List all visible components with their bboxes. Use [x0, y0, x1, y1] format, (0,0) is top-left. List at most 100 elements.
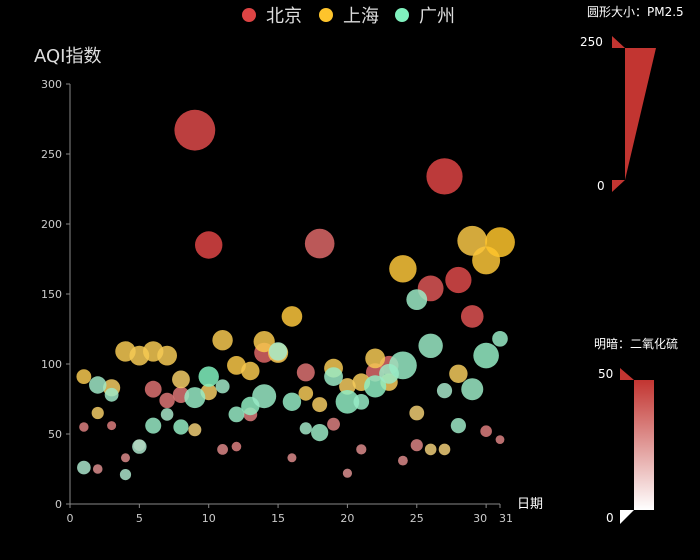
legend-label-1: 上海 [343, 6, 379, 27]
point-beijing-21[interactable] [356, 444, 367, 455]
point-guangzhou-2[interactable] [89, 376, 107, 394]
point-guangzhou-24[interactable] [389, 351, 417, 380]
point-beijing-2[interactable] [92, 464, 103, 474]
point-beijing-6[interactable] [144, 380, 162, 398]
size-visual-map-top-handle[interactable] [612, 36, 625, 48]
point-beijing-11[interactable] [217, 444, 228, 455]
point-beijing-19[interactable] [327, 417, 340, 431]
point-shanghai-20[interactable] [339, 378, 356, 395]
point-guangzhou-31[interactable] [492, 331, 508, 347]
lightness-visual-map-bar [634, 380, 654, 510]
plot-area [76, 109, 515, 481]
point-shanghai-31[interactable] [485, 227, 515, 258]
point-guangzhou-21[interactable] [353, 394, 370, 410]
point-shanghai-17[interactable] [298, 386, 314, 401]
point-beijing-10[interactable] [195, 231, 223, 259]
point-beijing-3[interactable] [107, 421, 117, 431]
y-axis: 0 50 100 150 200 250 300 [41, 78, 71, 511]
point-guangzhou-22[interactable] [364, 375, 387, 398]
point-guangzhou-10[interactable] [198, 366, 219, 387]
size-visual-map: 圆形大小：PM2.5 250 0 [580, 5, 684, 193]
point-beijing-16[interactable] [287, 453, 297, 463]
point-beijing-24[interactable] [398, 455, 408, 466]
point-shanghai-16[interactable] [281, 306, 303, 327]
size-visual-map-bottom-handle[interactable] [612, 180, 625, 192]
point-guangzhou-7[interactable] [160, 408, 174, 421]
point-guangzhou-18[interactable] [311, 424, 329, 442]
point-guangzhou-14[interactable] [252, 384, 277, 409]
point-shanghai-24[interactable] [389, 255, 417, 283]
point-guangzhou-4[interactable] [119, 469, 132, 481]
point-guangzhou-30[interactable] [473, 342, 499, 369]
point-beijing-28[interactable] [445, 266, 472, 294]
lightness-visual-map-bottom-handle[interactable] [620, 510, 634, 524]
point-guangzhou-28[interactable] [450, 418, 466, 434]
point-guangzhou-1[interactable] [77, 460, 91, 475]
point-shanghai-11[interactable] [212, 330, 233, 351]
point-beijing-9[interactable] [174, 109, 216, 151]
point-guangzhou-11[interactable] [215, 379, 230, 394]
point-beijing-31[interactable] [495, 435, 505, 444]
size-visual-map-bar [625, 48, 656, 180]
point-shanghai-7[interactable] [157, 345, 177, 366]
point-shanghai-2[interactable] [91, 406, 104, 420]
point-guangzhou-26[interactable] [418, 333, 443, 358]
lightness-visual-map-top-handle[interactable] [620, 368, 634, 380]
point-guangzhou-17[interactable] [299, 422, 312, 435]
point-beijing-27[interactable] [426, 158, 463, 195]
legend-marker-1 [319, 8, 333, 22]
point-shanghai-1[interactable] [76, 369, 92, 384]
y-tick-label: 150 [41, 288, 62, 301]
point-beijing-12[interactable] [231, 441, 242, 452]
legend-item-1[interactable]: 上海 [319, 6, 379, 27]
x-tick-label: 31 [499, 512, 513, 525]
y-tick-label: 300 [41, 78, 62, 91]
point-guangzhou-5[interactable] [132, 439, 147, 454]
point-beijing-30[interactable] [480, 425, 492, 438]
point-shanghai-8[interactable] [172, 370, 190, 389]
size-visual-map-max-label: 250 [580, 35, 603, 49]
point-shanghai-22[interactable] [365, 348, 386, 369]
point-guangzhou-16[interactable] [282, 392, 302, 411]
x-tick-label: 5 [136, 512, 143, 525]
point-beijing-1[interactable] [79, 422, 89, 432]
point-beijing-20[interactable] [342, 468, 353, 478]
point-shanghai-12[interactable] [227, 356, 246, 375]
x-axis-title: 日期 [517, 497, 543, 512]
point-guangzhou-3[interactable] [104, 387, 119, 402]
point-beijing-4[interactable] [120, 453, 130, 463]
point-guangzhou-29[interactable] [461, 378, 484, 401]
point-shanghai-14[interactable] [253, 331, 275, 353]
point-guangzhou-25[interactable] [406, 289, 428, 310]
legend-marker-2 [395, 8, 409, 22]
legend-marker-0 [242, 8, 256, 22]
point-guangzhou-27[interactable] [436, 383, 453, 399]
point-shanghai-18[interactable] [312, 397, 328, 413]
point-guangzhou-8[interactable] [173, 419, 189, 435]
point-shanghai-9[interactable] [188, 423, 202, 437]
legend-item-0[interactable]: 北京 [242, 6, 302, 27]
point-beijing-17[interactable] [296, 363, 315, 382]
point-shanghai-13[interactable] [241, 361, 260, 381]
lightness-visual-map: 明暗：二氧化硫 50 0 [594, 336, 678, 525]
point-beijing-18[interactable] [304, 228, 335, 259]
x-tick-label: 30 [473, 512, 487, 525]
x-tick-label: 10 [202, 512, 216, 525]
point-shanghai-26[interactable] [424, 443, 437, 456]
legend-item-2[interactable]: 广州 [395, 6, 455, 27]
point-shanghai-28[interactable] [449, 364, 468, 383]
point-beijing-7[interactable] [159, 392, 175, 409]
point-shanghai-27[interactable] [438, 443, 451, 456]
point-beijing-25[interactable] [410, 439, 423, 452]
point-guangzhou-6[interactable] [145, 417, 162, 434]
point-guangzhou-19[interactable] [324, 367, 343, 386]
point-guangzhou-12[interactable] [228, 406, 245, 423]
x-tick-label: 15 [271, 512, 285, 525]
y-tick-label: 50 [48, 428, 62, 441]
point-guangzhou-9[interactable] [184, 387, 206, 409]
point-guangzhou-20[interactable] [335, 390, 360, 414]
point-guangzhou-15[interactable] [268, 342, 288, 361]
lightness-visual-map-label: 明暗：二氧化硫 [594, 336, 678, 351]
point-shanghai-25[interactable] [409, 405, 425, 421]
point-beijing-29[interactable] [460, 305, 484, 328]
